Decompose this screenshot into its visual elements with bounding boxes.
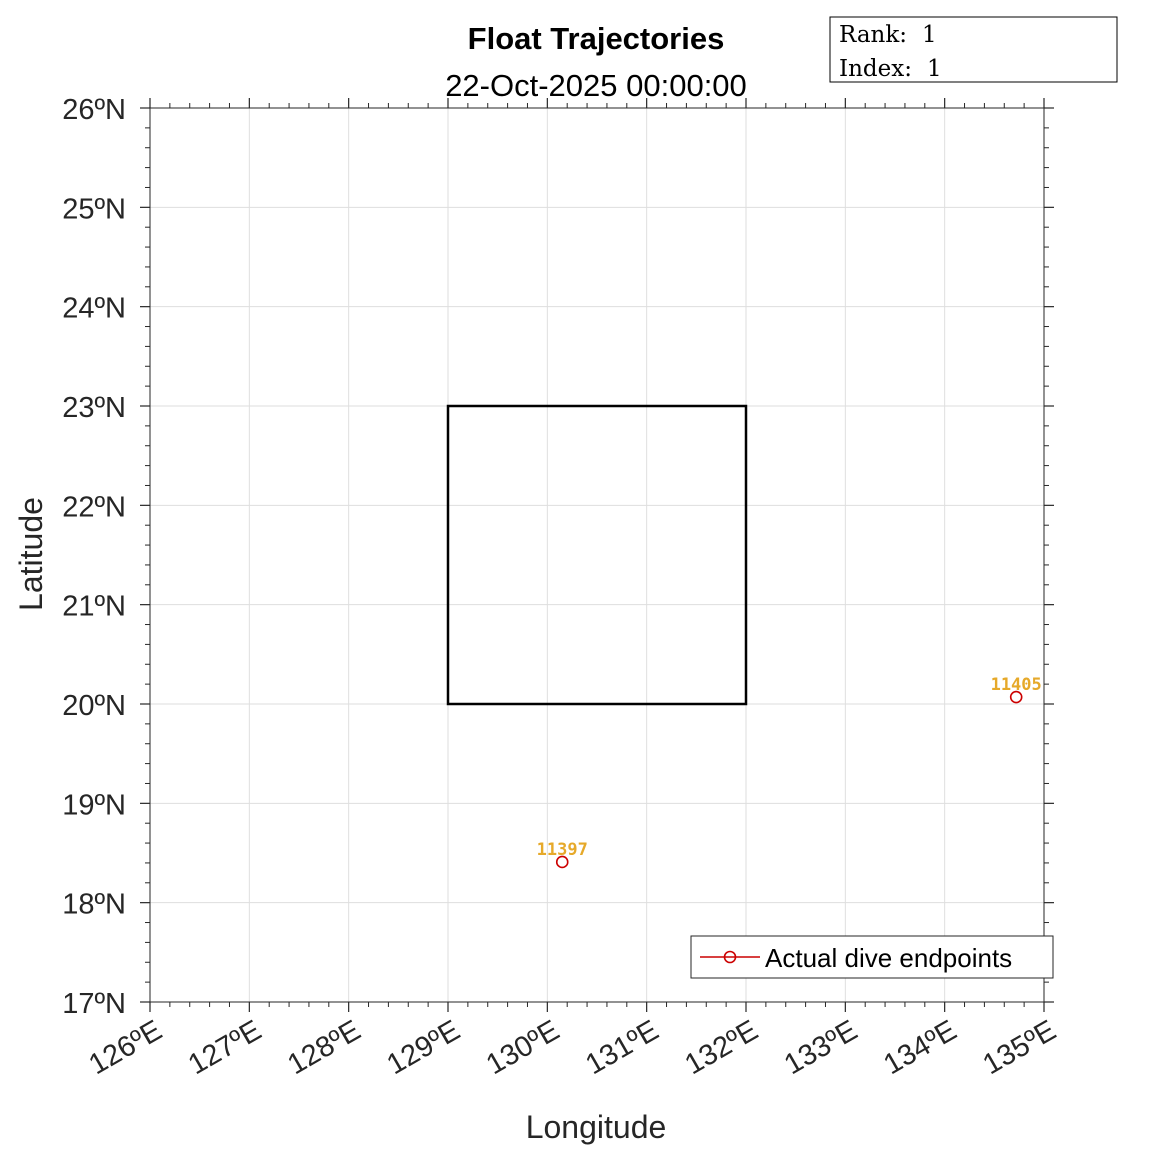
y-tick-label: 24ºN bbox=[62, 293, 126, 325]
float-id-label: 11405 bbox=[991, 675, 1042, 695]
y-tick-label: 21ºN bbox=[62, 591, 126, 623]
y-tick-label: 18ºN bbox=[62, 889, 126, 921]
y-tick-label: 17ºN bbox=[62, 988, 126, 1020]
dive-endpoints: 11397 11405 bbox=[537, 675, 1042, 869]
y-tick-label: 19ºN bbox=[62, 789, 126, 821]
chart-subtitle: 22-Oct-2025 00:00:00 bbox=[445, 68, 747, 103]
y-tick-labels: 17ºN 18ºN 19ºN 20ºN 21ºN 22ºN 23ºN 24ºN 25ºN 26ºN bbox=[62, 94, 126, 1020]
dive-endpoint-marker bbox=[1009, 690, 1023, 704]
chart-title: Float Trajectories bbox=[468, 21, 725, 56]
dive-endpoint-marker bbox=[555, 855, 569, 869]
y-tick-label: 22ºN bbox=[62, 491, 126, 523]
axis-ticks bbox=[140, 98, 1054, 1012]
region-box bbox=[446, 404, 748, 706]
y-axis-label: Latitude bbox=[13, 497, 49, 611]
legend: Actual dive endpoints bbox=[690, 935, 1054, 979]
x-axis-label: Longitude bbox=[526, 1109, 667, 1145]
rank-label: Rank: bbox=[839, 22, 907, 48]
legend-circle-marker-icon bbox=[723, 950, 737, 964]
index-label: Index: bbox=[839, 56, 912, 82]
region-box-outline bbox=[446, 404, 748, 706]
index-value: 1 bbox=[927, 56, 942, 82]
plot-frame bbox=[149, 107, 1045, 1003]
info-box: Rank: 1 Index: 1 bbox=[829, 16, 1118, 83]
info-box-frame bbox=[829, 16, 1118, 83]
y-tick-label: 26ºN bbox=[62, 94, 126, 126]
y-tick-label: 25ºN bbox=[62, 193, 126, 225]
rank-value: 1 bbox=[922, 22, 937, 48]
float-id-label: 11397 bbox=[537, 840, 588, 860]
legend-entry-label: Actual dive endpoints bbox=[765, 943, 1012, 973]
y-tick-label: 23ºN bbox=[62, 392, 126, 424]
plot-area bbox=[150, 108, 1044, 1002]
y-tick-label: 20ºN bbox=[62, 690, 126, 722]
